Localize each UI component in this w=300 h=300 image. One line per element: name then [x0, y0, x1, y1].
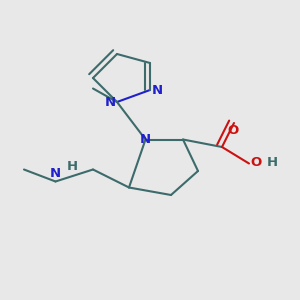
Text: N: N: [152, 83, 163, 97]
Text: O: O: [250, 155, 262, 169]
Text: N: N: [50, 167, 61, 180]
Text: N: N: [104, 95, 116, 109]
Text: N: N: [140, 133, 151, 146]
Text: H: H: [266, 155, 278, 169]
Text: H: H: [66, 160, 78, 172]
Text: O: O: [227, 124, 238, 137]
